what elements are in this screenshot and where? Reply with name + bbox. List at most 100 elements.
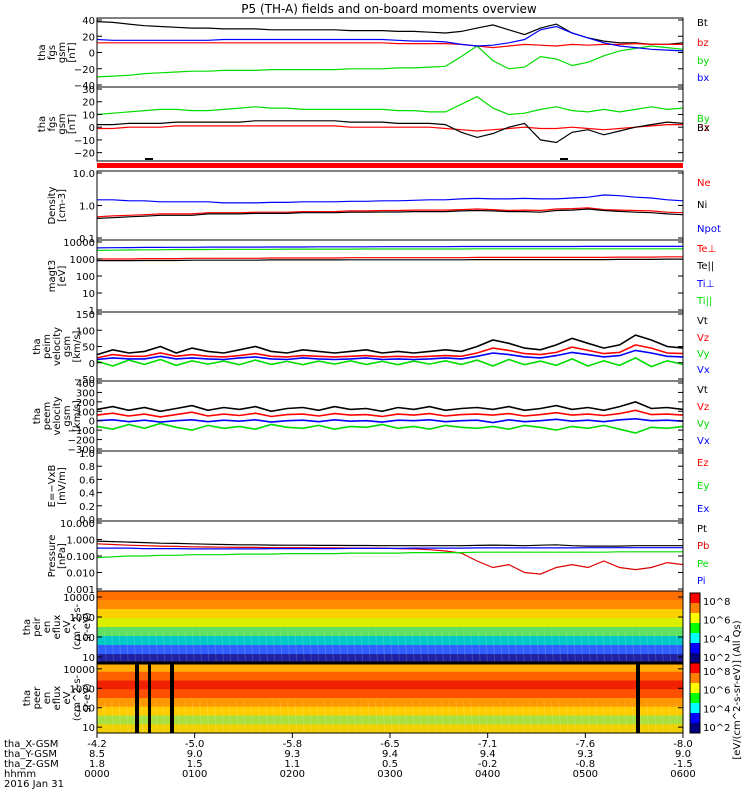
y-axis-label: tha (22, 690, 33, 706)
x-tick-label: 0400 (475, 769, 500, 780)
spectrogram-streak (345, 701, 349, 734)
spectrogram-streak (499, 630, 503, 664)
series-line-Vy (96, 422, 684, 434)
y-tick-label: 20 (82, 32, 95, 43)
spectrogram-streak (463, 701, 466, 734)
legend-Pb: Pb (697, 541, 709, 552)
spectrogram-streak (353, 701, 357, 734)
y-axis-label: peir (32, 616, 43, 636)
y-tick-label: 10 (82, 723, 95, 734)
colorbar-label: 10^2 (703, 653, 730, 664)
series-line-by (96, 45, 684, 78)
panel-frame (96, 239, 684, 313)
spectrogram-streak (433, 701, 437, 734)
spectrogram-streak (279, 630, 283, 664)
y-tick-label: 200 (76, 398, 95, 409)
spectrogram-streak (668, 630, 672, 664)
y-tick-label: 0 (89, 417, 95, 428)
y-axis-label: en (42, 692, 53, 705)
legend-Ez: Ez (697, 458, 709, 469)
x-tick-label: 0600 (670, 769, 695, 780)
spectrogram-streak (536, 630, 540, 664)
x-tick-label: 1.8 (89, 759, 105, 770)
spectrogram-streak (360, 701, 364, 734)
spectrogram-streak (191, 701, 195, 734)
spectrogram-streak (404, 701, 408, 734)
spectrogram-streak (441, 701, 445, 734)
spectrogram-streak (338, 701, 342, 734)
spectrogram-streak (565, 701, 569, 734)
spectrogram-streak (228, 701, 232, 734)
legend-Vz: Vz (697, 333, 709, 344)
x-row-label: tha_Y-GSM (4, 749, 57, 760)
legend-Ni: Ni (697, 200, 707, 211)
panel-frame (96, 311, 684, 382)
y-tick-label: 10000 (63, 593, 95, 604)
y-axis-label: (cm^2-s- (72, 603, 83, 650)
series-line-bz (97, 42, 683, 49)
panel-frame (96, 86, 684, 162)
spectrogram-streak (550, 630, 554, 664)
y-tick-label: 100 (76, 272, 95, 283)
y-tick-label: −100 (68, 426, 95, 437)
series-line-Ti⊥ (96, 245, 683, 249)
spectrogram-band (97, 591, 683, 601)
spectrogram-streak (323, 630, 327, 664)
spectrogram-streak (506, 701, 510, 734)
y-tick-label: 0.4 (79, 489, 95, 500)
x-tick-label: 0500 (573, 769, 598, 780)
spectrogram-streak (309, 630, 313, 664)
series-line-Vy (96, 357, 684, 368)
y-tick-label: 0.2 (79, 502, 95, 513)
spectrogram-streak (514, 701, 518, 734)
spectrogram-streak (411, 701, 415, 734)
spectrogram-band (97, 618, 683, 628)
series-line-Vz (96, 409, 684, 418)
spectrogram-streak (580, 701, 584, 734)
y-axis-label: gsm (62, 336, 73, 357)
spectrogram-streak (587, 630, 591, 664)
y-axis-label: tha (32, 408, 43, 424)
spectrogram-band (97, 698, 683, 708)
spectrogram-streak (257, 701, 261, 734)
y-tick-label: 0.0 (79, 515, 95, 526)
y-tick-label: −20 (74, 149, 95, 160)
x-tick-label: -7.1 (478, 739, 498, 750)
spectrogram-streak (492, 630, 496, 664)
y-tick-label: −40 (74, 81, 95, 92)
y-axis-label: [eV] (57, 266, 68, 287)
spectrogram-streak (184, 701, 188, 734)
legend-Pe: Pe (697, 559, 709, 570)
spectrogram-streak (558, 630, 562, 664)
y-axis-label: eV (62, 620, 73, 633)
legend-bz: bz (697, 38, 709, 49)
spectrogram-streak (397, 701, 401, 734)
legend-Npot: Npot (697, 224, 721, 235)
data-gap-bar (135, 663, 139, 733)
x-tick-label: 9.0 (187, 749, 203, 760)
spectrogram-streak (265, 701, 269, 734)
status-bar-tick (145, 158, 153, 160)
legend-Pi: Pi (697, 576, 706, 587)
series-line-Pe (96, 551, 683, 559)
spectrogram-streak (140, 630, 144, 664)
spectrogram-streak (221, 630, 225, 664)
spectrogram-streak (624, 630, 628, 664)
spectrogram-streak (140, 701, 144, 734)
x-row-label: tha_Z-GSM (4, 759, 59, 770)
spectrogram-streak (484, 630, 488, 664)
legend-Bz: Bz (697, 123, 709, 134)
series-line-Ni (96, 208, 684, 219)
spectrogram-streak (162, 701, 166, 734)
panel-pressure: Pt Pb Pe Pi 10.000 1.000 0.100 0.010 0.001 Pressu… (47, 519, 709, 596)
series-line-Npot (97, 194, 684, 204)
data-gap-bar (170, 663, 174, 733)
series-line-Bx (97, 120, 684, 144)
y-axis-label: en (42, 621, 53, 634)
y-tick-label: −20 (74, 65, 95, 76)
series-line-Vt (96, 334, 684, 356)
spectrogram-streak (389, 630, 393, 664)
spectrogram-streak (616, 701, 620, 734)
y-tick-label: 0.6 (79, 475, 95, 486)
